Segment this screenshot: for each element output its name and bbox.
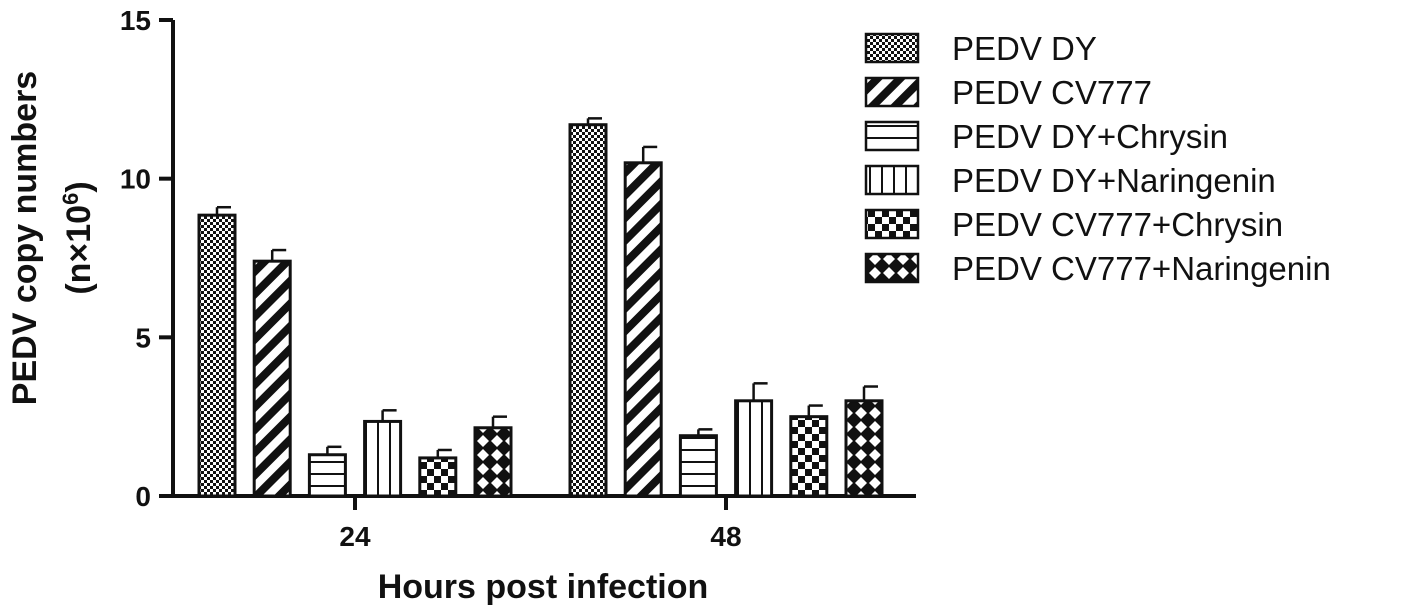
bar	[363, 419, 403, 498]
bar	[197, 213, 237, 498]
legend-swatch	[864, 76, 920, 108]
legend-swatch	[864, 252, 920, 284]
bar	[678, 434, 718, 498]
x-tick-label: 24	[339, 521, 371, 552]
legend-label: PEDV CV777	[952, 74, 1152, 111]
bar	[418, 456, 458, 498]
bar	[568, 123, 608, 498]
legend: PEDV DY PEDV CV777 PEDV DY+Chrysin PEDV DY+…	[864, 30, 1331, 287]
y-tick-label: 10	[120, 164, 151, 195]
y-axis-title-sup: 6	[58, 193, 83, 205]
bar	[789, 415, 829, 498]
y-axis-title-line1: PEDV copy numbers	[6, 71, 44, 405]
bar	[623, 161, 663, 498]
legend-swatch	[864, 32, 920, 64]
legend-label: PEDV CV777+Chrysin	[952, 206, 1283, 243]
legend-label: PEDV DY+Naringenin	[952, 162, 1276, 199]
bar	[734, 399, 774, 498]
x-tick-label: 48	[710, 521, 741, 552]
y-tick-label: 15	[120, 5, 151, 36]
legend-label: PEDV DY+Chrysin	[952, 118, 1228, 155]
x-axis-title: Hours post infection	[378, 568, 709, 606]
plot-area: 0 5 10 15 24 48	[120, 5, 916, 552]
legend-swatch	[864, 164, 920, 196]
legend-swatch	[864, 120, 920, 152]
y-tick-label: 5	[135, 322, 151, 353]
y-axis-title-prefix: (n×10	[60, 205, 98, 295]
y-tick-label: 0	[135, 481, 151, 512]
bar	[844, 399, 884, 498]
y-axis-title-suffix: )	[60, 181, 98, 192]
y-axis-title-line2: (n×106)	[58, 181, 98, 294]
bar	[473, 426, 513, 498]
bar	[252, 259, 292, 498]
legend-swatch	[864, 208, 920, 240]
legend-label: PEDV CV777+Naringenin	[952, 250, 1331, 287]
legend-label: PEDV DY	[952, 30, 1097, 67]
bar	[307, 453, 347, 498]
